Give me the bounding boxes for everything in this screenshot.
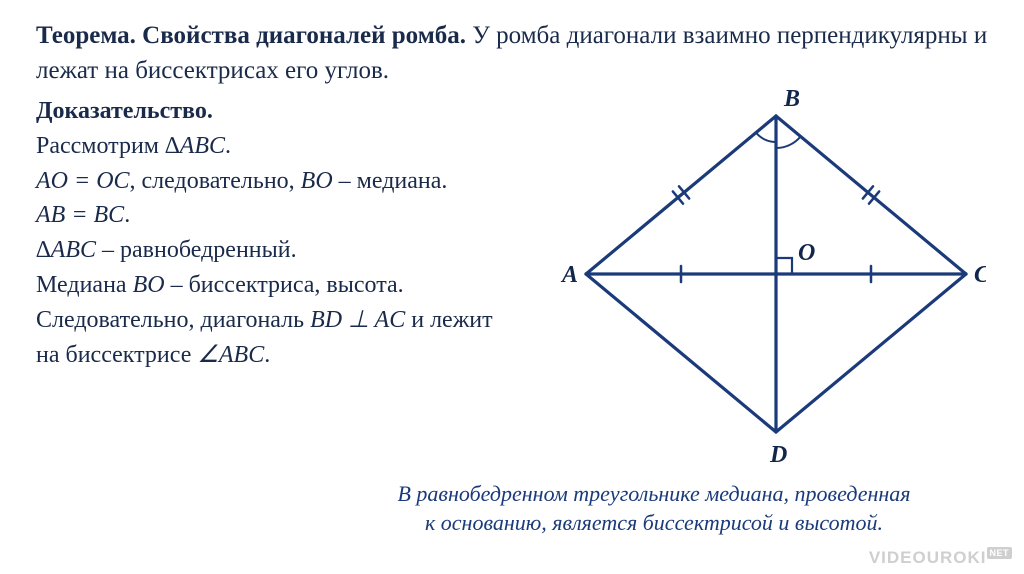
proof-line-5: Медиана BO – биссектриса, высота.: [36, 268, 516, 303]
proof-line-7: на биссектрисе ∠ABC.: [36, 338, 516, 373]
svg-text:O: O: [798, 240, 815, 266]
proof-line-3: AB = BC.: [36, 198, 516, 233]
footnote-line-1: В равнобедренном треугольнике медиана, п…: [397, 481, 910, 506]
svg-text:A: A: [560, 262, 578, 288]
footnote-line-2: к основанию, является биссектрисой и выс…: [425, 510, 883, 535]
svg-text:D: D: [769, 442, 787, 464]
watermark: VIDEOUROKINET: [869, 548, 1012, 568]
theorem-statement: Теорема. Свойства диагоналей ромба. У ро…: [36, 18, 988, 88]
watermark-net: NET: [987, 547, 1013, 559]
svg-text:B: B: [783, 86, 800, 112]
proof-line-4: ∆ABC – равнобедренный.: [36, 233, 516, 268]
proof-line-2: AO = OC, следовательно, BO – медиана.: [36, 164, 516, 199]
theorem-title: Теорема. Свойства диагоналей ромба.: [36, 22, 466, 49]
footnote: В равнобедренном треугольнике медиана, п…: [334, 479, 974, 538]
watermark-text: VIDEOUROKI: [869, 548, 987, 567]
proof-line-6: Следовательно, диагональ BD ⊥ AC и лежит: [36, 303, 516, 338]
rhombus-diagram: A B C D O: [546, 84, 986, 464]
proof-block: Доказательство. Рассмотрим ∆ABC. AO = OC…: [36, 94, 516, 372]
proof-line-1: Рассмотрим ∆ABC.: [36, 129, 516, 164]
svg-text:C: C: [974, 262, 986, 288]
proof-heading: Доказательство.: [36, 94, 516, 129]
